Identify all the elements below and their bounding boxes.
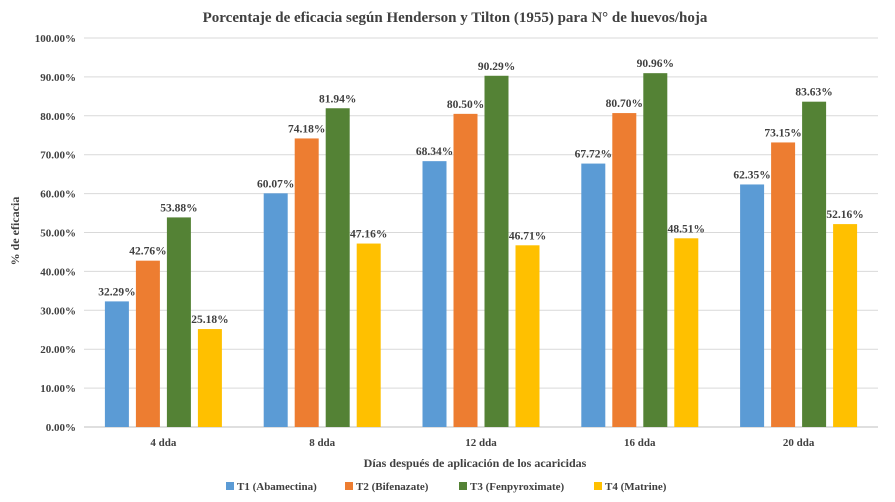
legend-swatch [345, 482, 353, 490]
data-label: 81.94% [319, 93, 356, 105]
bar [833, 224, 858, 427]
data-label: 90.96% [637, 58, 674, 70]
data-label: 47.16% [350, 229, 387, 241]
x-tick-label: 8 dda [309, 437, 335, 449]
data-labels: 32.29% 42.76% 53.88% 25.18% 60.07% 74.18% 81.9… [98, 58, 864, 326]
y-axis-label: % de eficacia [8, 197, 22, 266]
bar [771, 142, 796, 427]
bars [104, 73, 858, 428]
y-tick-label: 40.00% [40, 266, 76, 278]
x-tick-label: 16 dda [624, 437, 656, 449]
y-tick-label: 70.00% [40, 150, 76, 162]
data-label: 42.76% [129, 246, 166, 258]
bar [802, 101, 827, 428]
data-label: 90.29% [478, 61, 515, 73]
y-tick-label: 20.00% [40, 344, 76, 356]
data-label: 74.18% [288, 123, 325, 135]
legend-entry: T3 (Fenpyroximate) [470, 481, 565, 493]
bar [104, 301, 129, 427]
bar [166, 217, 191, 427]
data-label: 68.34% [416, 146, 453, 158]
bar [484, 75, 509, 427]
data-label: 67.72% [575, 149, 612, 161]
legend-entry: T1 (Abamectina) [237, 481, 317, 493]
bar [674, 238, 699, 427]
bar [422, 161, 447, 427]
data-label: 25.18% [191, 314, 228, 326]
bar [197, 329, 222, 427]
legend-swatch [226, 482, 234, 490]
bar [135, 260, 160, 427]
data-label: 83.63% [795, 87, 832, 99]
bar [325, 108, 350, 427]
bar [740, 184, 765, 427]
bar [294, 138, 319, 427]
y-tick-label: 10.00% [40, 383, 76, 395]
bar [643, 73, 668, 428]
bar [581, 163, 606, 427]
x-tick-label: 4 dda [150, 437, 176, 449]
y-tick-label: 50.00% [40, 228, 76, 240]
data-label: 62.35% [733, 169, 770, 181]
y-tick-label: 100.00% [35, 33, 76, 45]
legend-entry: T4 (Matrine) [605, 481, 667, 493]
bar [453, 113, 478, 427]
y-tick-label: 60.00% [40, 189, 76, 201]
bar [356, 243, 381, 427]
x-tick-label: 12 dda [465, 437, 497, 449]
legend-swatch [459, 482, 467, 490]
chart-title: Porcentaje de eficacia según Henderson y… [203, 10, 708, 26]
legend-entry: T2 (Bifenazate) [356, 481, 429, 493]
bar [612, 113, 637, 428]
y-tick-label: 90.00% [40, 72, 76, 84]
x-tick-label: 20 dda [783, 437, 815, 449]
y-tick-label: 0.00% [46, 422, 76, 434]
data-label: 46.71% [509, 230, 546, 242]
x-axis-label: Días después de aplicación de los acaric… [364, 456, 587, 470]
data-label: 48.51% [668, 223, 705, 235]
y-tick-label: 30.00% [40, 305, 76, 317]
data-label: 53.88% [160, 202, 197, 214]
data-label: 60.07% [257, 178, 294, 190]
data-label: 80.70% [606, 98, 643, 110]
data-label: 52.16% [826, 209, 863, 221]
tick-labels: 0.00% 10.00% 20.00% 30.00% 40.00% 50.00% 60.00… [35, 33, 815, 449]
data-label: 73.15% [764, 127, 801, 139]
bar [263, 193, 288, 427]
legend-swatch [594, 482, 602, 490]
legend: T1 (Abamectina) T2 (Bifenazate) T3 (Fenpyr… [226, 481, 667, 493]
y-tick-label: 80.00% [40, 111, 76, 123]
bar [515, 245, 540, 427]
data-label: 80.50% [447, 99, 484, 111]
data-label: 32.29% [98, 286, 135, 298]
